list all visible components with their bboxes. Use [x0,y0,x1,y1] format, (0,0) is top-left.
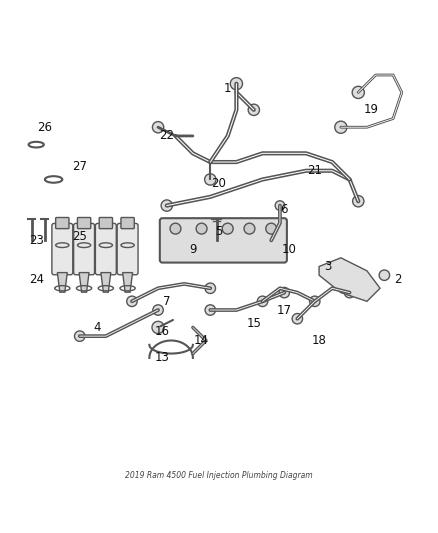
Text: 18: 18 [312,334,327,347]
Polygon shape [319,258,380,301]
Text: 2: 2 [394,273,401,286]
Text: 25: 25 [72,230,87,243]
Circle shape [352,86,364,99]
Text: 7: 7 [163,295,170,308]
FancyBboxPatch shape [95,223,116,275]
FancyBboxPatch shape [117,223,138,275]
Circle shape [161,200,173,211]
Text: 27: 27 [72,160,87,173]
Ellipse shape [222,223,233,234]
Text: 15: 15 [247,317,261,329]
Polygon shape [123,272,133,292]
Circle shape [152,321,164,334]
Circle shape [344,287,355,298]
Text: 3: 3 [324,260,332,273]
Circle shape [379,270,390,280]
Circle shape [205,174,216,185]
Ellipse shape [196,223,207,234]
Circle shape [279,287,290,298]
Text: 24: 24 [29,273,44,286]
Text: 1: 1 [224,82,231,94]
Circle shape [205,305,215,315]
FancyBboxPatch shape [160,218,287,263]
Text: 2019 Ram 4500 Fuel Injection Plumbing Diagram: 2019 Ram 4500 Fuel Injection Plumbing Di… [125,471,313,480]
Text: 14: 14 [194,334,209,347]
Circle shape [248,104,259,116]
Text: 5: 5 [215,225,223,238]
Text: 22: 22 [159,130,174,142]
FancyBboxPatch shape [56,217,69,229]
Circle shape [153,305,163,315]
Circle shape [152,122,164,133]
Text: 4: 4 [93,321,101,334]
Circle shape [353,196,364,207]
Text: 20: 20 [212,177,226,190]
Text: 16: 16 [155,325,170,338]
Circle shape [292,313,303,324]
FancyBboxPatch shape [78,217,91,229]
Text: 21: 21 [307,164,322,177]
Polygon shape [79,272,89,292]
Circle shape [310,296,320,306]
Text: 13: 13 [155,351,170,365]
FancyBboxPatch shape [52,223,73,275]
Text: 10: 10 [281,243,296,256]
Text: 17: 17 [277,303,292,317]
Circle shape [257,296,268,306]
FancyBboxPatch shape [121,217,134,229]
Circle shape [127,296,137,306]
Text: 9: 9 [189,243,197,256]
Ellipse shape [266,223,277,234]
Text: 26: 26 [37,121,53,134]
Text: 19: 19 [364,103,379,116]
Circle shape [230,78,243,90]
Circle shape [275,201,285,211]
Circle shape [335,121,347,133]
Ellipse shape [170,223,181,234]
Circle shape [74,331,85,341]
Ellipse shape [244,223,255,234]
Polygon shape [101,272,111,292]
FancyBboxPatch shape [74,223,95,275]
Text: 23: 23 [29,234,44,247]
FancyBboxPatch shape [99,217,113,229]
Circle shape [205,283,215,294]
Text: 6: 6 [280,204,288,216]
Polygon shape [57,272,67,292]
